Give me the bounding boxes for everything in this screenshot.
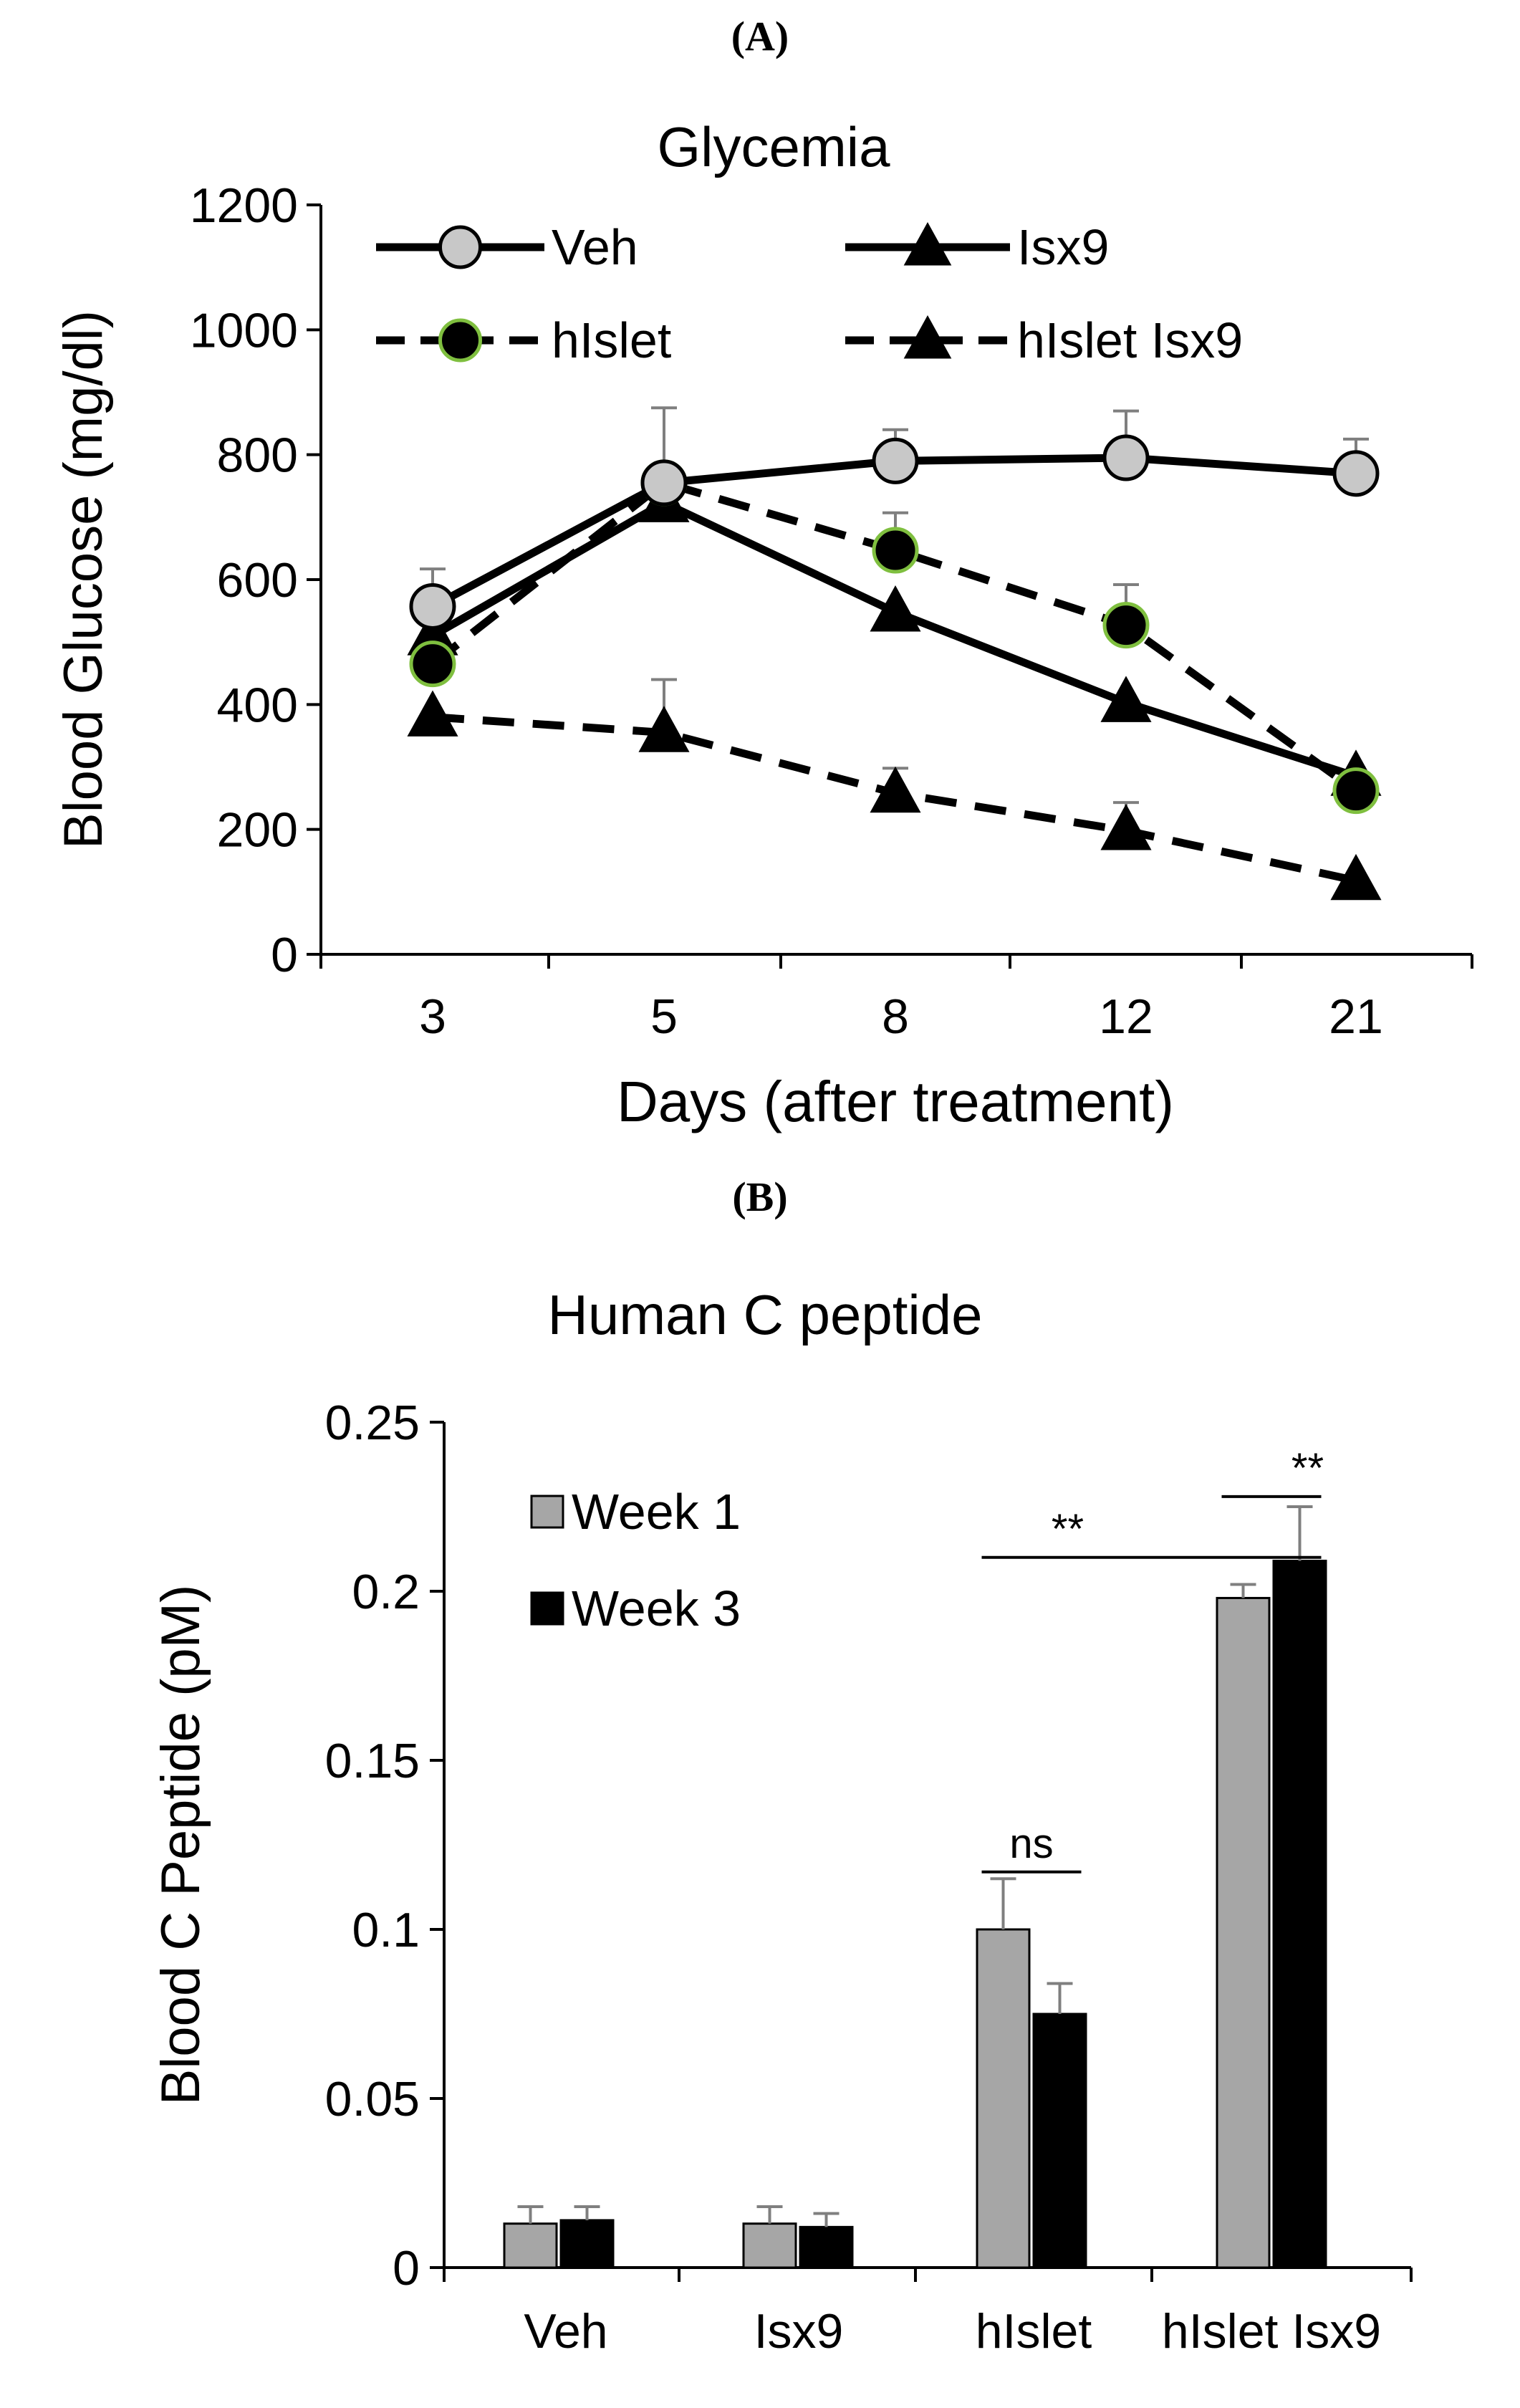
x-tick-label: hIslet — [976, 2304, 1092, 2359]
marker-veh — [438, 225, 482, 269]
marker-veh — [1332, 450, 1380, 497]
bar — [1272, 1560, 1327, 2269]
legend-swatch — [530, 1591, 564, 1626]
x-tick-label: hIslet Isx9 — [1162, 2304, 1381, 2359]
x-axis-label: Days (after treatment) — [617, 1070, 1174, 1133]
series-week-3 — [559, 1505, 1327, 2269]
y-axis-label: Blood C Peptide (pM) — [150, 1585, 211, 2106]
marker-hislet — [409, 641, 456, 688]
x-tick-label: Veh — [524, 2304, 607, 2359]
bar — [742, 2222, 797, 2269]
legend-item-hislet: hIslet — [376, 312, 671, 368]
y-tick-label: 400 — [217, 678, 298, 732]
legend: Week 1 Week 3 — [530, 1484, 741, 1636]
marker-hislet-isx9 — [870, 766, 921, 813]
marker-isx9 — [870, 585, 921, 632]
panel-a-label: (A) — [731, 13, 789, 59]
legend-label: Week 3 — [572, 1580, 741, 1636]
bar — [1216, 1596, 1271, 2269]
y-tick-label: 0.25 — [325, 1396, 420, 1450]
marker-hislet-isx9 — [407, 690, 458, 737]
marker-veh — [409, 582, 456, 630]
y-tick-label: 0.05 — [325, 2072, 420, 2126]
bar — [559, 2219, 615, 2269]
y-tick-label: 1000 — [190, 303, 298, 358]
legend-label: Week 1 — [572, 1484, 741, 1540]
series-hislet — [409, 459, 1380, 815]
marker-isx9 — [903, 221, 952, 266]
chart-title: Human C peptide — [547, 1283, 982, 1346]
glycemia-chart: Glycemia Blood Glucose (mg/dl) Days (after… — [53, 115, 1473, 1133]
marker-hislet-isx9 — [638, 706, 690, 752]
bar — [1032, 2013, 1087, 2269]
marker-veh — [640, 459, 688, 507]
x-tick-label: Isx9 — [754, 2304, 844, 2359]
marker-veh — [872, 437, 919, 484]
y-tick-label: 0 — [393, 2241, 420, 2296]
legend-item-week-3: Week 3 — [530, 1580, 741, 1636]
series-line — [430, 478, 1359, 795]
marker-isx9 — [1100, 676, 1152, 722]
x-tick-label: 8 — [882, 989, 909, 1044]
marker-hislet — [1332, 767, 1380, 815]
bar — [503, 2222, 558, 2269]
y-tick-label: 0 — [271, 928, 298, 982]
x-tick-label: 5 — [650, 989, 678, 1044]
y-tick-label: 0.15 — [325, 1734, 420, 1788]
marker-hislet — [438, 318, 482, 363]
chart-title: Glycemia — [657, 115, 890, 178]
significance-label: ** — [1052, 1506, 1084, 1553]
x-tick-label: 3 — [419, 989, 446, 1044]
y-tick-label: 600 — [217, 553, 298, 608]
legend-label: hIslet Isx9 — [1017, 312, 1243, 368]
legend-item-veh: Veh — [376, 219, 638, 275]
significance-label: ** — [1291, 1445, 1324, 1492]
y-tick-label: 0.1 — [352, 1903, 420, 1957]
legend-label: Isx9 — [1017, 219, 1109, 275]
x-tick-label: 21 — [1329, 989, 1383, 1044]
y-tick-label: 200 — [217, 803, 298, 858]
panel-b-label: (B) — [732, 1174, 787, 1220]
legend-item-hislet-isx9: hIslet Isx9 — [845, 312, 1243, 368]
significance-annotation: ns — [981, 1821, 1082, 1874]
marker-hislet-isx9 — [1100, 804, 1152, 850]
bar — [976, 1928, 1031, 2269]
legend-swatch — [530, 1495, 564, 1529]
marker-veh — [1102, 434, 1150, 481]
y-tick-label: 0.2 — [352, 1565, 420, 1619]
legend-label: Veh — [552, 219, 638, 275]
significance-annotation: ** — [981, 1506, 1322, 1559]
c-peptide-chart: Human C peptide Blood C Peptide (pM) 0 0.05… — [150, 1283, 1413, 2359]
significance-annotation: ** — [1221, 1445, 1324, 1498]
significance-label: ns — [1009, 1821, 1053, 1867]
series-hislet-isx9 — [407, 678, 1382, 901]
marker-hislet-isx9 — [903, 315, 952, 359]
legend-item-isx9: Isx9 — [845, 219, 1109, 275]
legend-label: hIslet — [552, 312, 671, 368]
x-tick-label: 12 — [1099, 989, 1153, 1044]
y-tick-label: 1200 — [190, 178, 298, 233]
y-tick-label: 800 — [217, 428, 298, 483]
marker-hislet-isx9 — [1330, 853, 1382, 901]
legend: Veh Isx9 hIslet hIslet Isx9 — [376, 219, 1243, 368]
bar — [799, 2225, 854, 2269]
marker-hislet — [1102, 602, 1150, 649]
y-axis-label: Blood Glucose (mg/dl) — [53, 310, 114, 849]
series-veh — [409, 406, 1380, 630]
series-week-1 — [503, 1583, 1271, 2269]
legend-item-week-1: Week 1 — [530, 1484, 741, 1540]
marker-hislet — [872, 527, 919, 574]
